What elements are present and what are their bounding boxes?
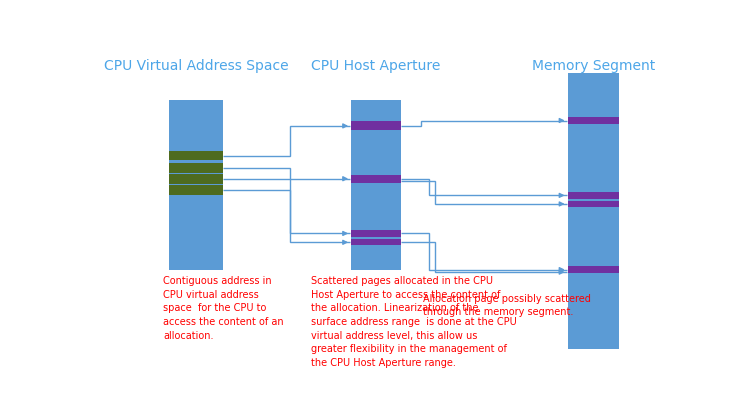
Text: CPU Host Aperture: CPU Host Aperture: [311, 59, 440, 73]
Bar: [567, 117, 619, 124]
Text: Allocation page possibly scattered
through the memory segment.: Allocation page possibly scattered throu…: [423, 294, 591, 317]
Bar: [567, 266, 619, 273]
Bar: [351, 230, 401, 236]
Bar: [351, 122, 401, 130]
Bar: [351, 100, 401, 270]
Bar: [169, 151, 223, 161]
Bar: [351, 175, 401, 183]
Bar: [169, 185, 223, 195]
Text: Contiguous address in
CPU virtual address
space  for the CPU to
access the conte: Contiguous address in CPU virtual addres…: [163, 276, 284, 341]
Bar: [169, 174, 223, 184]
Text: Scattered pages allocated in the CPU
Host Aperture to access the content of
the : Scattered pages allocated in the CPU Hos…: [311, 276, 517, 368]
Bar: [169, 163, 223, 173]
Bar: [351, 239, 401, 245]
Bar: [169, 100, 223, 270]
Text: Memory Segment: Memory Segment: [531, 59, 655, 73]
Bar: [567, 73, 619, 349]
Bar: [567, 201, 619, 207]
Text: CPU Virtual Address Space: CPU Virtual Address Space: [104, 59, 288, 73]
Bar: [567, 192, 619, 199]
